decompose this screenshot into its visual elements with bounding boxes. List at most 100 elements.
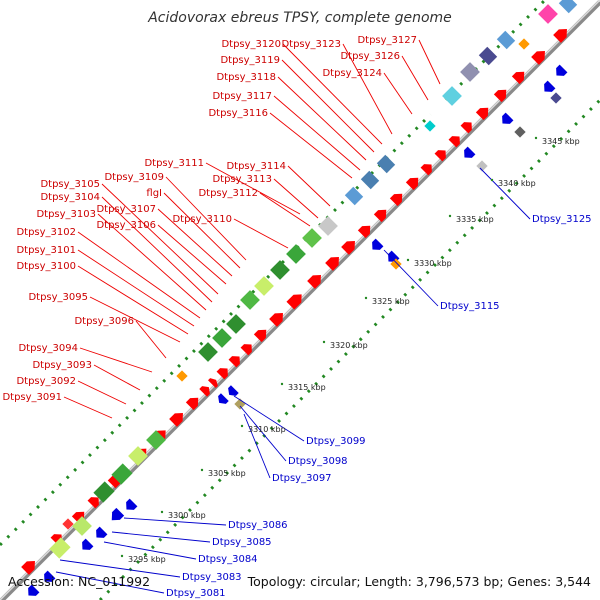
leader-line-forward: [418, 39, 441, 85]
leader-line-forward: [287, 165, 331, 207]
gene-block: [146, 430, 166, 450]
leader-line-forward: [282, 43, 383, 145]
reverse-gene-arrow: [111, 507, 125, 521]
forward-gene-label: Dtpsy_3093: [32, 360, 92, 371]
leader-line-forward: [135, 320, 167, 359]
scale-tick-label: 3300 kbp: [168, 511, 206, 520]
reverse-gene-arrow: [28, 584, 40, 596]
gene-features: [21, 0, 578, 596]
gene-block: [198, 342, 218, 362]
leader-line-forward: [233, 218, 289, 249]
misc-gene-block: [390, 258, 402, 270]
forward-gene-label: Dtpsy_3106: [96, 220, 156, 231]
forward-gene-label: Dtpsy_3094: [18, 343, 78, 354]
reverse-gene-label: Dtpsy_3125: [532, 214, 592, 225]
map-title: Acidovorax ebreus TPSY, complete genome: [147, 10, 452, 26]
leader-line-forward: [157, 224, 227, 285]
forward-gene-arrow: [341, 241, 355, 255]
leader-line-forward: [77, 249, 195, 327]
forward-gene-label: Dtpsy_3091: [2, 392, 62, 403]
reverse-gene-arrow: [96, 526, 108, 538]
forward-gene-arrow: [531, 51, 545, 65]
gene-block: [286, 244, 306, 264]
forward-gene-arrow: [405, 177, 419, 191]
leader-line-reverse: [239, 405, 287, 462]
forward-gene-arrow: [269, 313, 283, 327]
leader-line-forward: [63, 396, 113, 419]
forward-gene-label: Dtpsy_3102: [16, 227, 76, 238]
forward-gene-arrow: [307, 275, 321, 289]
forward-gene-label: Dtpsy_3107: [96, 204, 156, 215]
scale-tick-mark: [240, 424, 244, 428]
reverse-gene-arrow: [44, 570, 56, 582]
gene-block: [226, 314, 246, 334]
forward-gene-label: Dtpsy_3114: [226, 161, 286, 172]
gene-block: [442, 86, 462, 106]
forward-gene-label: Dtpsy_3111: [144, 158, 204, 169]
forward-gene-label: Dtpsy_3103: [36, 209, 96, 220]
gene-block: [496, 30, 516, 50]
gene-block: [344, 186, 364, 206]
leader-line-forward: [101, 183, 219, 295]
gene-block: [93, 481, 115, 503]
leader-line-forward: [165, 176, 247, 261]
forward-gene-label: Dtpsy_3096: [74, 316, 134, 327]
forward-gene-label: Dtpsy_3110: [172, 214, 232, 225]
scale-tick-mark: [200, 468, 204, 472]
scale-tick-label: 3340 kbp: [498, 179, 536, 188]
leader-line-reverse: [55, 571, 165, 594]
leader-line-forward: [269, 112, 353, 179]
gene-block: [212, 328, 232, 348]
gene-block: [254, 276, 274, 296]
forward-gene-arrow: [286, 294, 302, 310]
forward-gene-arrow: [357, 225, 371, 239]
misc-gene-block: [518, 38, 530, 50]
forward-gene-arrow: [253, 329, 267, 343]
accession-text: Accession: NC_011992: [8, 574, 150, 589]
gene-block: [460, 62, 480, 82]
reverse-gene-arrow: [228, 385, 239, 396]
forward-gene-arrow: [169, 413, 183, 427]
scale-tick-label: 3345 kbp: [542, 137, 580, 146]
gene-block: [426, 100, 446, 120]
scale-tick-mark: [490, 178, 494, 182]
reverse-gene-arrow: [218, 393, 229, 404]
leader-line-forward: [281, 59, 375, 153]
leader-line-forward: [77, 265, 189, 335]
reverse-gene-label: Dtpsy_3084: [198, 554, 258, 565]
reverse-gene-label: Dtpsy_3081: [166, 588, 226, 599]
scale-tick-mark: [280, 382, 284, 386]
genome-info-text: Topology: circular; Length: 3,796,573 bp…: [247, 574, 591, 589]
forward-gene-arrow: [493, 89, 507, 103]
leader-line-reverse: [103, 541, 197, 560]
reverse-gene-arrow: [464, 146, 476, 158]
forward-gene-label: Dtpsy_3092: [16, 376, 76, 387]
gene-block: [558, 0, 578, 14]
reverse-gene-arrow: [556, 64, 568, 76]
leader-line-forward: [77, 380, 127, 405]
leader-line-reverse: [111, 531, 211, 543]
gene-block: [111, 463, 133, 485]
leader-line-forward: [89, 296, 181, 343]
scale-tick-label: 3325 kbp: [372, 297, 410, 306]
scale-tick-mark: [364, 296, 368, 300]
forward-gene-label: Dtpsy_3109: [104, 172, 164, 183]
forward-gene-arrow: [240, 344, 252, 356]
forward-gene-arrow: [216, 368, 228, 380]
reverse-gene-label: Dtpsy_3098: [288, 456, 348, 467]
gene-block: [240, 290, 260, 310]
reverse-gene-arrow: [82, 538, 94, 550]
gene-block: [376, 154, 396, 174]
gene-block: [302, 228, 322, 248]
gene-block: [538, 4, 558, 24]
forward-gene-arrow: [420, 164, 432, 176]
leader-line-forward: [273, 178, 319, 219]
forward-gene-label: Dtpsy_3101: [16, 245, 76, 256]
misc-gene-block: [550, 92, 562, 104]
forward-gene-arrow: [511, 71, 525, 85]
leader-line-forward: [401, 55, 429, 101]
leader-line-reverse: [123, 517, 227, 526]
leader-line-forward: [77, 231, 201, 319]
gene-labels: Dtpsy_3091 Dtpsy_3092 Dtpsy_3093 Dtpsy_3094…: [2, 35, 591, 599]
